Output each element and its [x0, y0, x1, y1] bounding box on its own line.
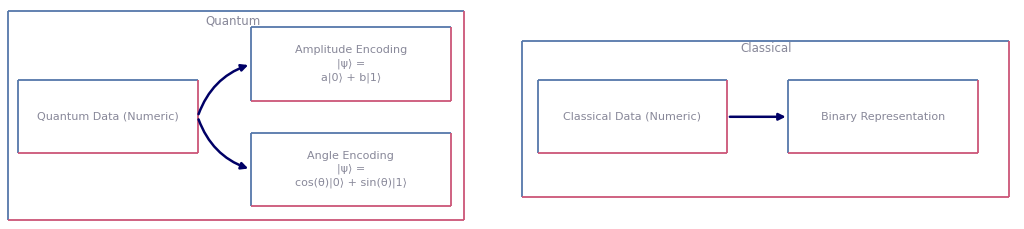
Text: Classical: Classical — [740, 42, 792, 55]
FancyBboxPatch shape — [251, 133, 451, 206]
FancyBboxPatch shape — [251, 27, 451, 101]
FancyBboxPatch shape — [18, 80, 198, 153]
Text: Quantum: Quantum — [206, 15, 261, 28]
FancyBboxPatch shape — [788, 80, 978, 153]
FancyBboxPatch shape — [8, 11, 464, 220]
Text: Amplitude Encoding
|ψ⟩ =
a|0⟩ + b|1⟩: Amplitude Encoding |ψ⟩ = a|0⟩ + b|1⟩ — [295, 45, 407, 83]
Text: Classical Data (Numeric): Classical Data (Numeric) — [563, 112, 701, 122]
Text: Binary Representation: Binary Representation — [821, 112, 945, 122]
Text: Quantum Data (Numeric): Quantum Data (Numeric) — [37, 112, 179, 122]
FancyBboxPatch shape — [538, 80, 727, 153]
Text: Angle Encoding
|ψ⟩ =
cos(θ)|0⟩ + sin(θ)|1⟩: Angle Encoding |ψ⟩ = cos(θ)|0⟩ + sin(θ)|… — [295, 151, 407, 188]
FancyBboxPatch shape — [522, 41, 1009, 197]
